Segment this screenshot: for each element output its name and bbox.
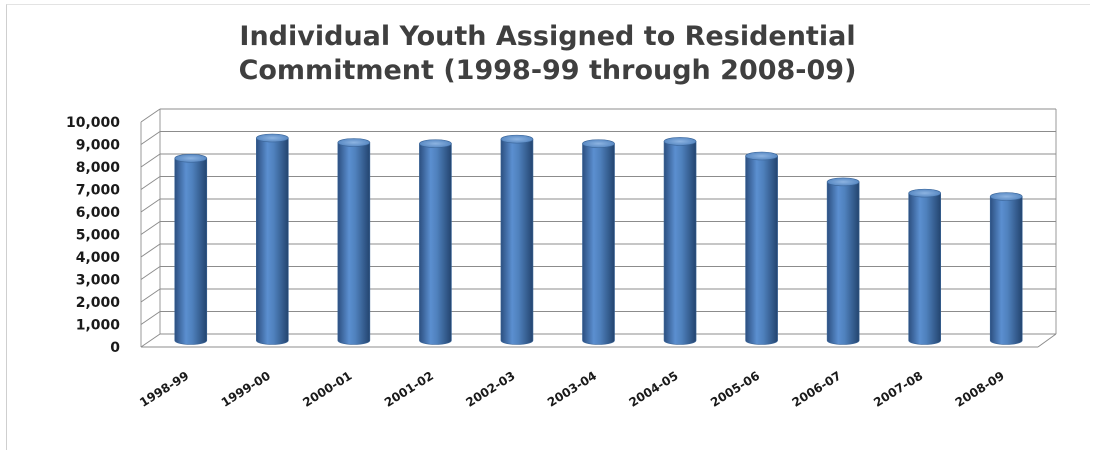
bar-top xyxy=(989,192,1023,201)
x-tick-label: 1999-00 xyxy=(219,369,273,410)
gridline-side-10 xyxy=(140,108,161,123)
bar-body xyxy=(256,137,289,345)
bar-2003-04 xyxy=(582,139,615,345)
bar-body xyxy=(500,138,534,345)
y-tick-label: 3,000 xyxy=(76,273,121,289)
bar-2004-05 xyxy=(663,137,697,345)
x-tick-label: 2002-03 xyxy=(463,369,517,410)
x-tick-label: 2003-04 xyxy=(545,369,599,410)
bar-body xyxy=(663,141,697,345)
y-tick-label: 5,000 xyxy=(76,228,121,244)
gridline-side-4 xyxy=(140,243,161,258)
chart-title: Individual Youth Assigned to Residential… xyxy=(0,20,1095,88)
bar-top xyxy=(174,153,208,163)
bar-body xyxy=(745,155,778,345)
chart-title-line-1: Individual Youth Assigned to Residential xyxy=(239,21,856,52)
gridline-side-5 xyxy=(140,221,161,235)
bar-top xyxy=(500,134,534,144)
x-tick-label: 2006-07 xyxy=(790,369,844,410)
y-tick-label: 0 xyxy=(110,340,120,356)
bar-top xyxy=(256,133,289,143)
bar-1999-00 xyxy=(256,133,289,345)
y-tick-label: 4,000 xyxy=(76,250,121,266)
bar-top xyxy=(908,188,941,198)
x-tick-label: 2004-05 xyxy=(627,369,681,410)
bar-top xyxy=(337,138,371,147)
bar-top xyxy=(663,137,697,146)
chart-title-line-2: Commitment (1998-99 through 2008-09) xyxy=(238,55,857,86)
y-tick-label: 8,000 xyxy=(76,160,121,176)
gridline-side-1 xyxy=(140,311,161,325)
x-tick-label: 2001-02 xyxy=(382,369,436,410)
y-tick-label: 10,000 xyxy=(66,115,120,131)
bar-body xyxy=(174,157,208,345)
bar-2006-07 xyxy=(826,177,860,345)
y-tick-label: 6,000 xyxy=(76,205,121,221)
gridline-side-9 xyxy=(140,131,161,145)
bar-body xyxy=(908,192,941,345)
bar-1998-99 xyxy=(174,153,208,345)
floor-right-edge xyxy=(1037,333,1057,348)
bar-2002-03 xyxy=(500,134,534,345)
bar-2000-01 xyxy=(337,138,371,345)
bar-body xyxy=(989,196,1023,345)
bar-top xyxy=(582,139,615,148)
gridline-side-6 xyxy=(140,198,161,213)
bar-body xyxy=(337,142,371,345)
x-tick-label: 2007-08 xyxy=(871,369,925,410)
y-axis-labels: 0 1,000 2,000 3,000 4,000 5,000 6,000 7,000 8,00… xyxy=(66,115,120,356)
x-tick-label: 2008-09 xyxy=(953,369,1007,410)
y-tick-label: 9,000 xyxy=(76,138,121,154)
bar-body xyxy=(826,181,860,345)
x-tick-label: 2005-06 xyxy=(708,369,762,410)
gridline-side-2 xyxy=(140,288,161,303)
y-tick-label: 2,000 xyxy=(76,295,121,311)
gridline-side-8 xyxy=(140,153,161,168)
chart-frame xyxy=(6,4,1090,450)
x-tick-label: 2000-01 xyxy=(300,369,354,410)
gridline-side-3 xyxy=(140,266,161,280)
x-axis-labels: 1998-99 1999-00 2000-01 2001-02 2002-03 2003-… xyxy=(137,369,1007,410)
bar-2007-08 xyxy=(908,188,941,345)
bar-2008-09 xyxy=(989,192,1023,345)
bar-body xyxy=(419,143,452,345)
bar-body xyxy=(582,143,615,345)
y-tick-label: 7,000 xyxy=(76,183,121,199)
bar-top xyxy=(419,139,452,148)
bar-top xyxy=(826,177,860,187)
bar-top xyxy=(745,151,778,161)
gridline-side-7 xyxy=(140,176,161,190)
x-tick-label: 1998-99 xyxy=(137,369,191,410)
gridline-side-0 xyxy=(140,333,161,348)
bar-2001-02 xyxy=(419,139,452,345)
bar-2005-06 xyxy=(745,151,778,345)
y-tick-label: 1,000 xyxy=(76,318,121,334)
bars-layer xyxy=(174,133,1023,345)
